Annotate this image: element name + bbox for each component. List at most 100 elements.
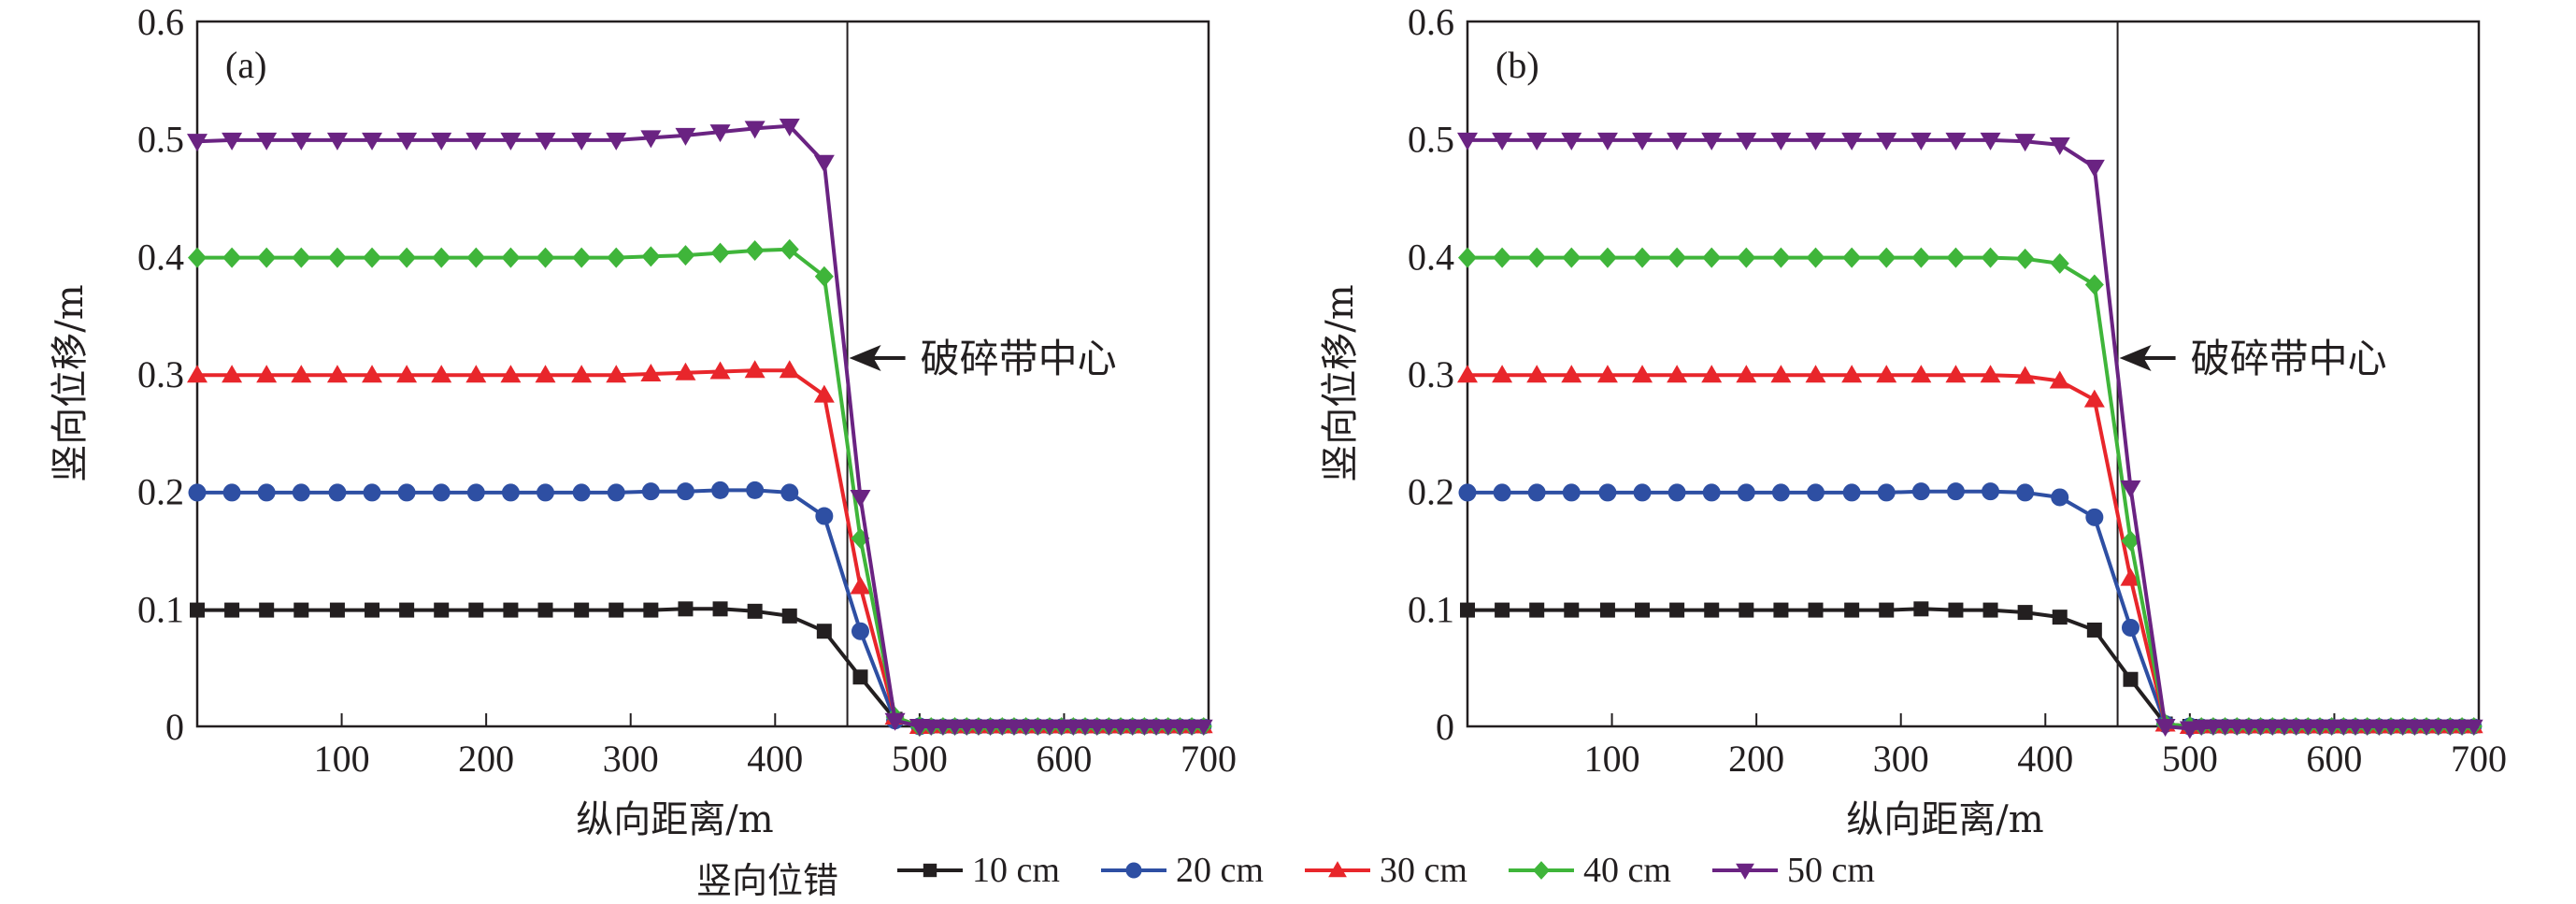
data-point [781, 608, 797, 624]
data-point [2275, 719, 2294, 736]
data-point [1805, 132, 1826, 151]
data-point [572, 483, 591, 502]
data-point [1493, 483, 1511, 502]
x-tick-label: 200 [458, 738, 514, 780]
data-point [1667, 132, 1688, 151]
data-point [1495, 602, 1510, 618]
data-point [709, 124, 731, 143]
data-point [291, 132, 312, 151]
data-point [607, 247, 626, 268]
data-point [1040, 719, 1059, 736]
data-point [1087, 719, 1107, 736]
x-tick-label: 100 [1584, 738, 1640, 780]
data-point [813, 154, 835, 173]
data-point [1702, 483, 1721, 502]
data-point [1704, 602, 1720, 618]
data-point [1527, 247, 1547, 268]
y-tick-label: 0 [165, 706, 184, 748]
data-point [1739, 602, 1754, 618]
legend: 竖向位错 10 cm 20 cm 30 cm 40 cm 50 cm [696, 851, 1875, 901]
data-point [1982, 602, 1998, 618]
legend-marker-icon [923, 863, 937, 878]
data-point [2014, 134, 2036, 152]
legend-label: 50 cm [1787, 851, 1875, 890]
data-point [537, 483, 555, 502]
data-point [993, 719, 1012, 736]
data-point [1561, 365, 1582, 383]
data-point [1492, 365, 1513, 383]
panel-b: 100 200 300 400 500 600 700 0 0.1 0.2 0.3 0.4 0.5 0.6… [1319, 1, 2507, 841]
data-point [1667, 247, 1687, 268]
data-point [814, 265, 834, 287]
data-point [2192, 719, 2211, 736]
data-point [259, 602, 275, 618]
data-point [1135, 719, 1154, 736]
data-point [1770, 132, 1792, 151]
data-point [2179, 721, 2200, 739]
data-point [1599, 602, 1615, 618]
data-point [535, 365, 556, 383]
legend-item: 50 cm [1712, 851, 1875, 890]
data-point [676, 245, 695, 266]
data-point [980, 719, 1000, 736]
data-point [1076, 719, 1095, 736]
data-point [851, 622, 869, 640]
data-point [1945, 365, 1967, 383]
data-point [188, 483, 207, 502]
data-point [1701, 365, 1723, 383]
data-point [500, 365, 522, 383]
series-line [1467, 137, 2479, 731]
legend-title: 竖向位错 [696, 860, 838, 901]
data-point [813, 384, 835, 403]
y-tick-label: 0.5 [1408, 119, 1454, 161]
data-point [643, 602, 659, 618]
annotation-label: 破碎带中心 [2191, 336, 2387, 381]
data-point [1911, 247, 1931, 268]
data-point [2298, 719, 2318, 736]
data-point [744, 360, 766, 379]
data-point [1842, 247, 1862, 268]
data-point [780, 483, 799, 502]
data-point [816, 624, 832, 639]
data-point [2086, 622, 2102, 638]
panel-label: (a) [225, 44, 266, 86]
data-point [2017, 605, 2033, 621]
data-point [1879, 602, 1895, 618]
x-axis-title: 纵向距离/m [576, 798, 773, 841]
data-point [2049, 370, 2070, 389]
data-point [1598, 483, 1617, 502]
data-point [710, 242, 730, 264]
annotation-label: 破碎带中心 [921, 336, 1117, 381]
data-point [2015, 248, 2035, 269]
panel-a: 100 200 300 400 500 600 700 0 0.1 0.2 0.3 0.4 0.5 0.6… [49, 1, 1237, 841]
data-point [957, 719, 977, 736]
data-point [2405, 719, 2425, 736]
data-point [1844, 602, 1860, 618]
data-point [1028, 719, 1048, 736]
series-line [1467, 373, 2479, 728]
data-point [326, 365, 348, 383]
arrow-icon [849, 345, 881, 371]
data-point [465, 132, 487, 151]
data-point [1635, 602, 1651, 618]
data-point [606, 132, 627, 151]
data-point [1005, 719, 1023, 736]
data-point [1841, 132, 1863, 151]
legend-label: 30 cm [1380, 851, 1467, 890]
data-point [779, 360, 800, 379]
data-point [1877, 247, 1896, 268]
data-point [397, 247, 417, 268]
panel-label: (b) [1496, 44, 1539, 86]
data-point [1876, 365, 1897, 383]
data-point [850, 576, 871, 595]
data-point [1099, 719, 1119, 736]
data-point [1771, 483, 1790, 502]
y-axis-title: 竖向位移/m [1319, 284, 1362, 481]
data-point [2334, 719, 2354, 736]
data-point [1194, 719, 1213, 736]
data-point [2120, 567, 2141, 586]
x-tick-label: 300 [603, 738, 659, 780]
data-point [363, 483, 381, 502]
data-point [678, 601, 694, 617]
